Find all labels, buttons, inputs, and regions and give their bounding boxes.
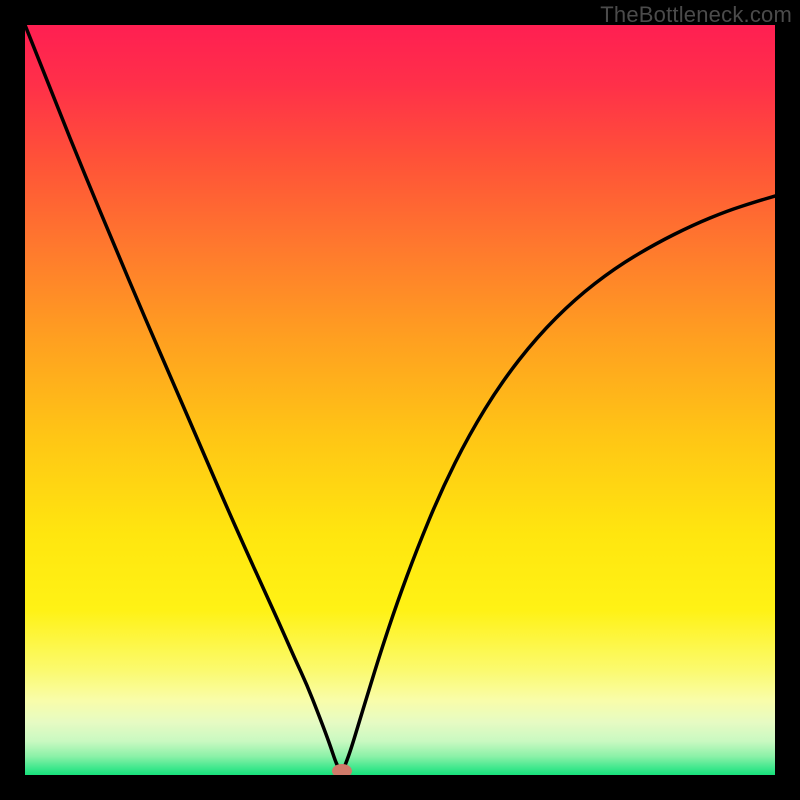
curve-layer	[25, 25, 775, 775]
watermark-text: TheBottleneck.com	[600, 2, 792, 28]
minimum-marker	[332, 764, 352, 775]
curve-right-branch	[341, 196, 775, 773]
plot-area	[25, 25, 775, 775]
curve-left-branch	[25, 25, 341, 773]
chart-container: TheBottleneck.com	[0, 0, 800, 800]
